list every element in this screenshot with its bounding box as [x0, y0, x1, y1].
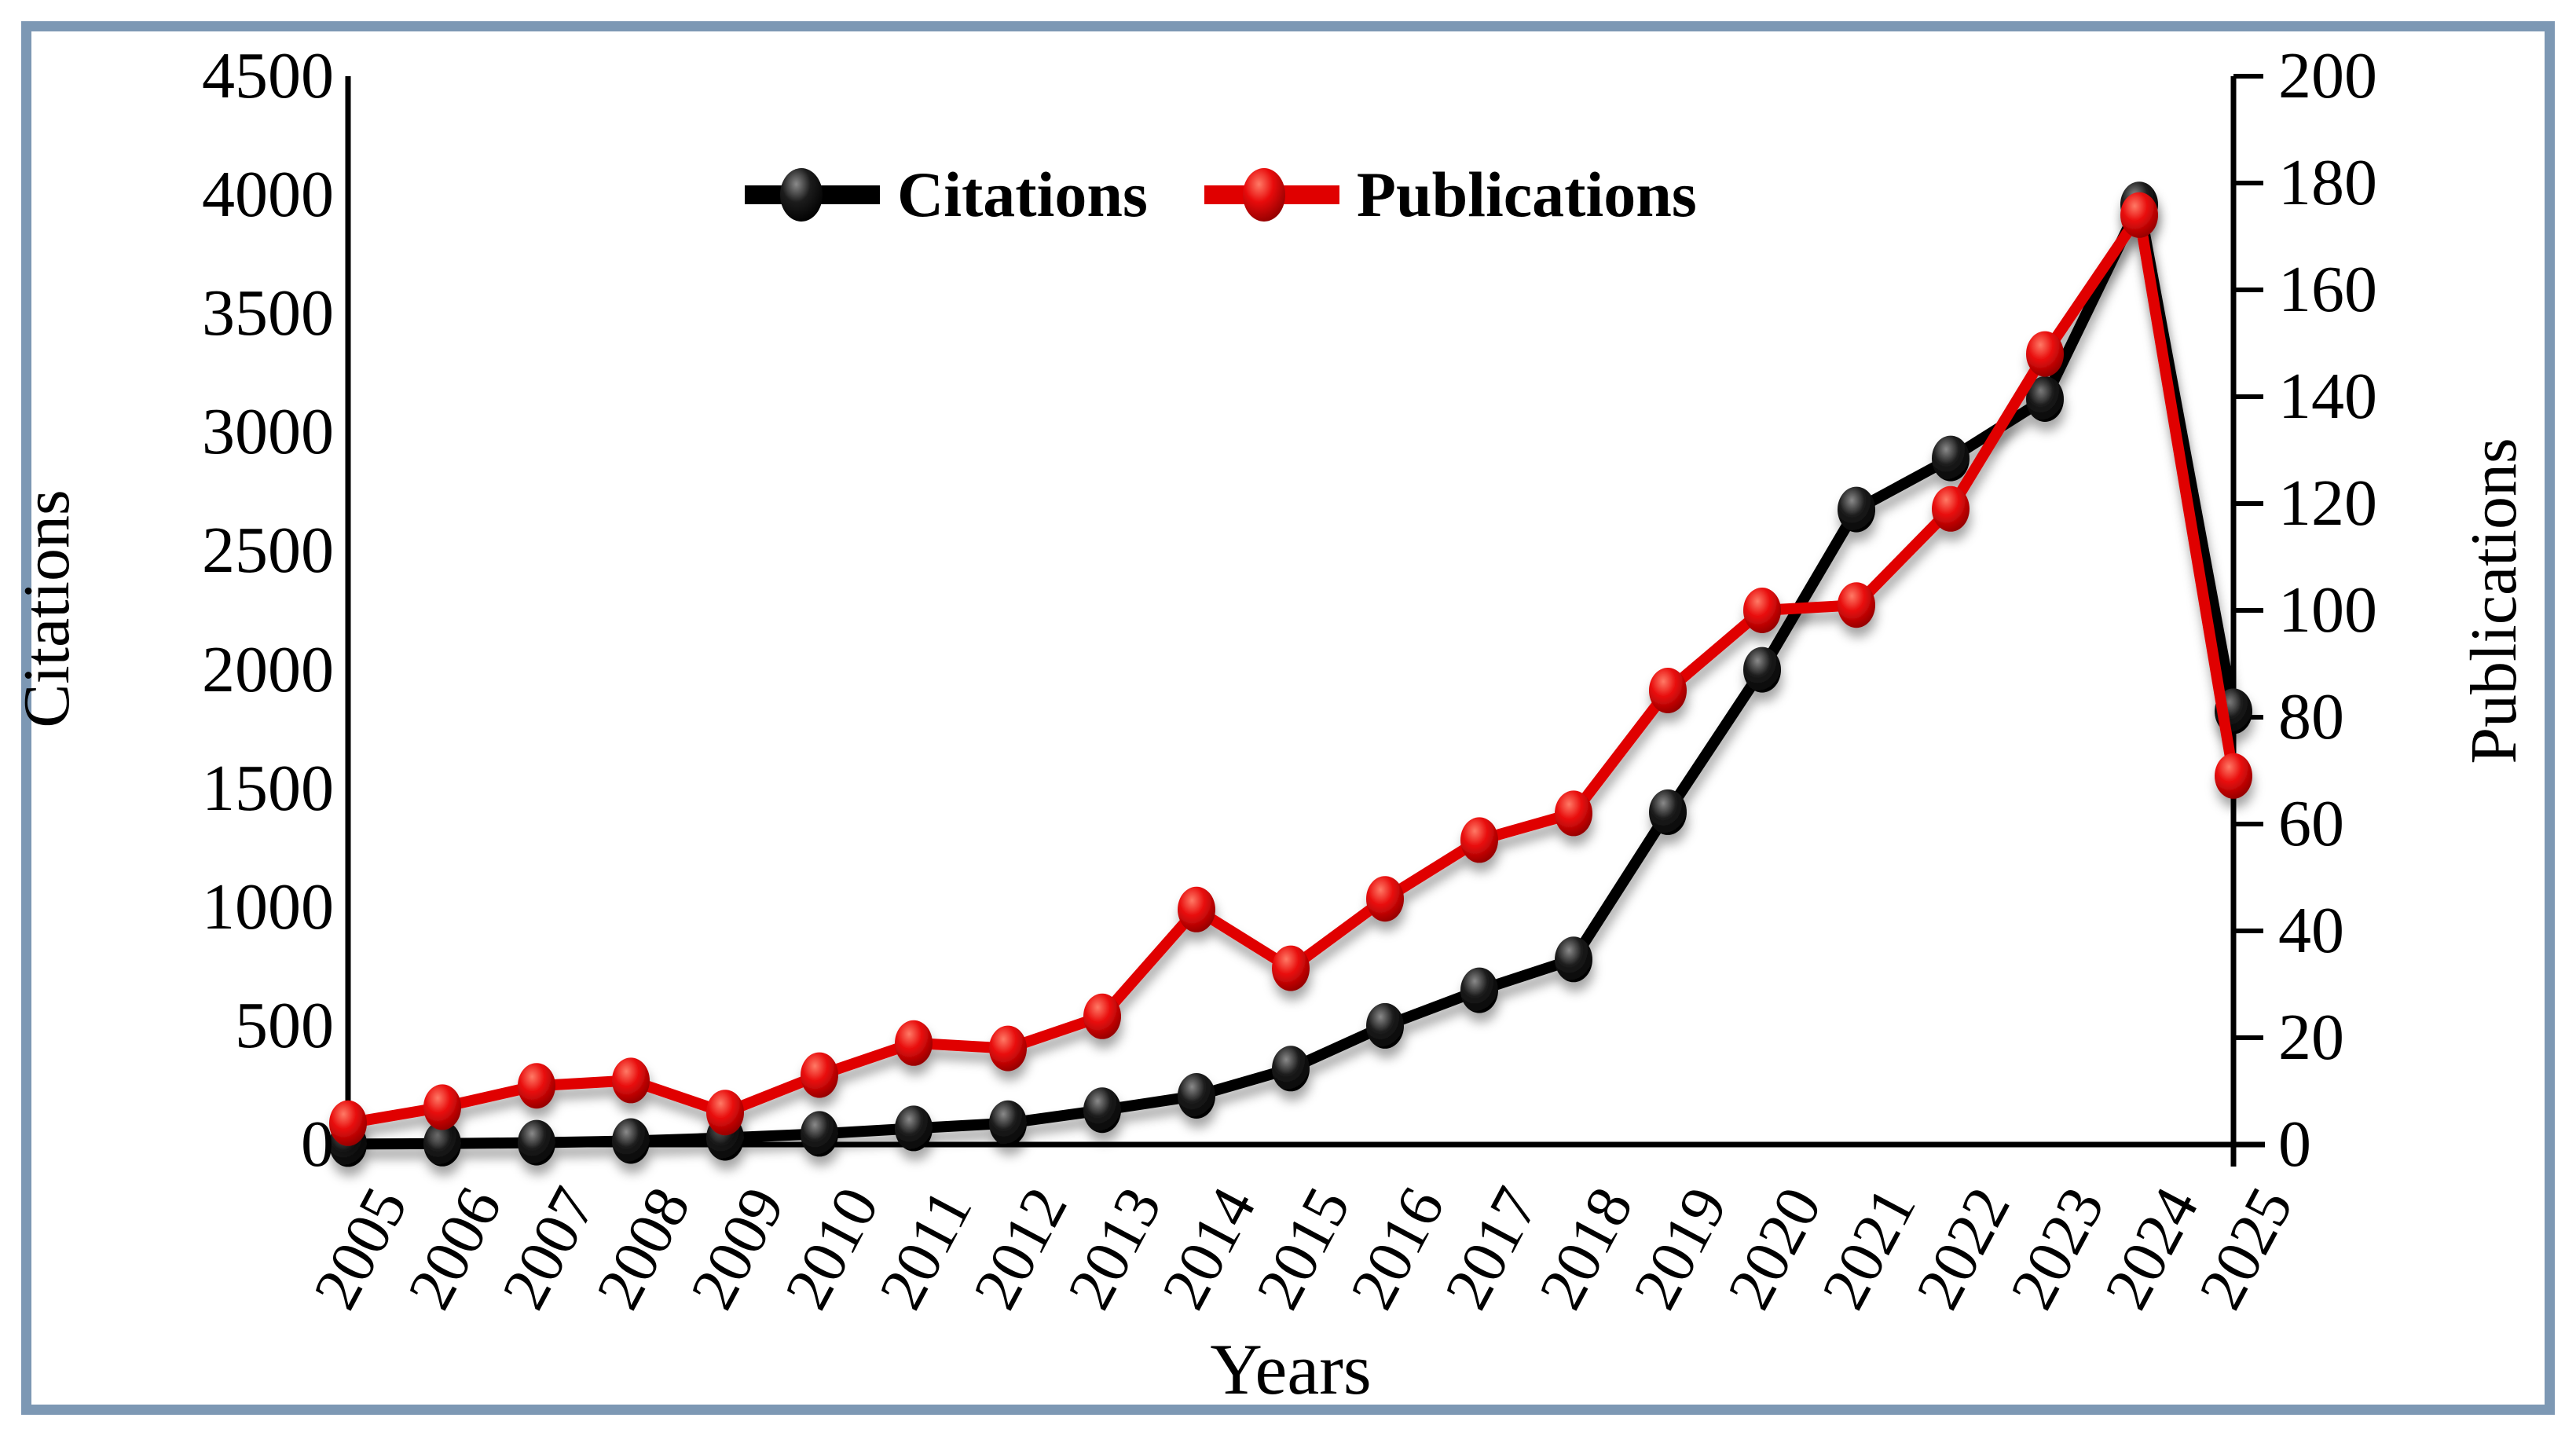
left-tick-label: 500 — [235, 988, 334, 1062]
publications-marker-2010 — [801, 1052, 838, 1098]
data-series — [329, 181, 2252, 1167]
citations-marker-2007 — [518, 1119, 555, 1166]
publications-marker-2016 — [1366, 876, 1404, 922]
citations-marker-2008 — [612, 1118, 650, 1164]
legend-item-citations: Citations — [745, 154, 1148, 236]
citations-line-marker-icon — [745, 168, 880, 222]
citations-marker-2015 — [1272, 1046, 1310, 1092]
publications-marker-2015 — [1272, 945, 1310, 991]
legend: Citations Publications — [745, 154, 1697, 236]
publications-marker-2018 — [1555, 790, 1592, 837]
right-axis-title: Publications — [2457, 438, 2530, 764]
citations-marker-2016 — [1366, 1002, 1404, 1049]
citations-marker-2021 — [1838, 486, 1875, 533]
citations-marker-2010 — [801, 1111, 838, 1157]
left-tick-label: 4000 — [202, 158, 334, 232]
legend-item-publications: Publications — [1204, 154, 1697, 236]
left-tick-label: 3500 — [202, 277, 334, 350]
right-tick-label: 100 — [2278, 573, 2377, 647]
citations-marker-2013 — [1083, 1087, 1121, 1134]
citations-marker-2022 — [1932, 435, 1970, 482]
right-tick-label: 20 — [2278, 1001, 2344, 1074]
left-tick-label: 0 — [301, 1108, 334, 1181]
publications-marker-2013 — [1083, 993, 1121, 1039]
publications-marker-2021 — [1838, 582, 1875, 628]
citations-marker-2018 — [1555, 936, 1592, 983]
left-tick-label: 3000 — [202, 395, 334, 469]
publications-marker-2014 — [1178, 886, 1215, 932]
publications-marker-2006 — [423, 1084, 461, 1130]
series-citations — [329, 181, 2252, 1167]
publications-marker-2007 — [518, 1063, 555, 1109]
publications-marker-2020 — [1743, 588, 1781, 633]
right-tick-label: 140 — [2278, 360, 2377, 433]
publications-marker-2012 — [989, 1025, 1027, 1072]
figure-border — [21, 21, 2555, 1415]
left-tick-label: 2500 — [202, 514, 334, 588]
publications-marker-2008 — [612, 1057, 650, 1104]
left-tick-label: 2000 — [202, 632, 334, 706]
x-axis-title: Years — [1210, 1329, 1372, 1409]
axes — [345, 74, 2265, 1167]
publications-marker-2022 — [1932, 485, 1970, 532]
citations-marker-2006 — [423, 1120, 461, 1167]
publications-marker-2017 — [1460, 817, 1498, 863]
right-tick-label: 180 — [2278, 146, 2377, 219]
publications-marker-2023 — [2026, 331, 2064, 377]
legend-label-citations: Citations — [897, 159, 1148, 230]
left-tick-label: 4500 — [202, 39, 334, 112]
publications-marker-2005 — [329, 1100, 367, 1146]
citations-marker-2023 — [2026, 376, 2064, 422]
left-axis-title: Citations — [10, 489, 83, 728]
right-tick-label: 60 — [2278, 787, 2344, 860]
citations-marker-2012 — [989, 1100, 1027, 1146]
citations-marker-2011 — [895, 1105, 933, 1152]
citations-marker-2017 — [1460, 967, 1498, 1013]
left-tick-label: 1500 — [202, 751, 334, 825]
citations-marker-2014 — [1178, 1073, 1215, 1119]
publications-marker-2009 — [706, 1090, 744, 1136]
right-tick-label: 120 — [2278, 467, 2377, 540]
right-tick-label: 80 — [2278, 680, 2344, 753]
series-publications — [329, 192, 2252, 1146]
right-tick-label: 40 — [2278, 894, 2344, 967]
right-tick-label: 0 — [2278, 1108, 2311, 1181]
publications-marker-2019 — [1649, 668, 1687, 713]
citations-line — [343, 199, 2239, 1150]
citations-marker-2020 — [1743, 647, 1781, 693]
citations-marker-2019 — [1649, 789, 1687, 835]
publications-marker-2011 — [895, 1020, 933, 1066]
publications-marker-2025 — [2215, 753, 2252, 799]
right-tick-label: 200 — [2278, 39, 2377, 112]
right-tick-label: 160 — [2278, 253, 2377, 326]
left-tick-label: 1000 — [202, 870, 334, 943]
publications-marker-2024 — [2120, 192, 2158, 238]
publications-line-marker-icon — [1204, 168, 1339, 222]
legend-label-publications: Publications — [1356, 159, 1697, 230]
